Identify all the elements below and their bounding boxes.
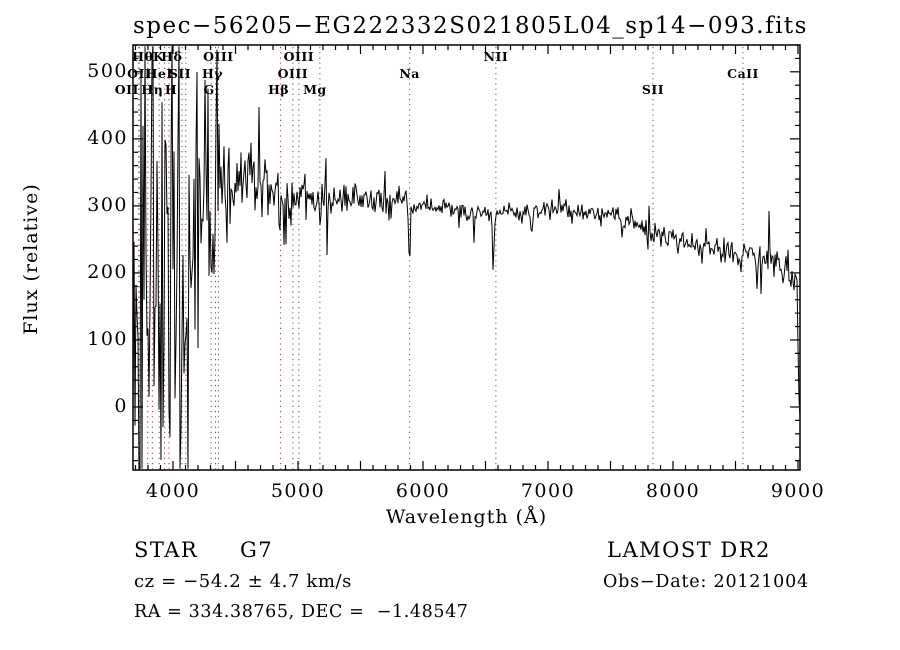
line-label-Hδ: Hδ <box>161 49 183 64</box>
x-tick-label-5000: 5000 <box>270 480 326 502</box>
survey-name: LAMOST DR2 <box>607 538 771 562</box>
object-class: STAR <box>134 538 199 562</box>
line-label-Hβ: Hβ <box>268 82 290 97</box>
y-tick-label-0: 0 <box>114 394 128 417</box>
y-tick-label-100: 100 <box>87 327 128 350</box>
y-axis-label: Flux (relative) <box>20 183 42 335</box>
y-tick-label-300: 300 <box>87 193 128 216</box>
x-tick-label-6000: 6000 <box>395 480 451 502</box>
line-label-SII: SII <box>168 66 192 81</box>
line-label-NII: NII <box>483 49 509 64</box>
object-subclass: G7 <box>240 538 274 562</box>
line-label-CaII: CaII <box>727 66 759 81</box>
y-tick-label-400: 400 <box>87 126 128 149</box>
y-tick-label-500: 500 <box>87 59 128 82</box>
line-label-OIII: OIII <box>283 49 315 64</box>
line-label-OIII: OIII <box>277 66 309 81</box>
spectrum-trace <box>132 46 801 470</box>
x-tick-label-7000: 7000 <box>520 480 576 502</box>
line-label-K: K <box>152 49 165 64</box>
ra-dec-coordinates: RA = 334.38765, DEC = −1.48547 <box>134 602 469 622</box>
x-tick-label-4000: 4000 <box>145 480 201 502</box>
x-tick-label-9000: 9000 <box>770 480 826 502</box>
line-label-Na: Na <box>399 66 420 81</box>
plot-title: spec−56205−EG222332S021805L04_sp14−093.f… <box>133 13 808 39</box>
line-label-Hη: Hη <box>141 82 164 97</box>
line-label-OIII: OIII <box>203 49 234 64</box>
line-label-H: H <box>164 82 178 97</box>
line-label-G: G <box>203 82 215 97</box>
observation-date: Obs−Date: 20121004 <box>603 572 809 592</box>
line-label-SII: SII <box>641 82 665 97</box>
line-label-HeI: HeI <box>145 66 173 81</box>
plot-frame <box>132 44 801 471</box>
line-label-Hγ: Hγ <box>201 66 224 81</box>
line-label-OII: OII <box>127 66 152 81</box>
line-label-Mg: Mg <box>303 82 327 97</box>
y-tick-label-200: 200 <box>87 260 128 283</box>
line-label-Hθ: Hθ <box>132 49 154 64</box>
radial-velocity: cz = −54.2 ± 4.7 km/s <box>134 571 353 592</box>
x-tick-label-8000: 8000 <box>645 480 701 502</box>
line-label-OII: OII <box>114 82 139 97</box>
x-axis-label: Wavelength (Å) <box>385 506 548 528</box>
